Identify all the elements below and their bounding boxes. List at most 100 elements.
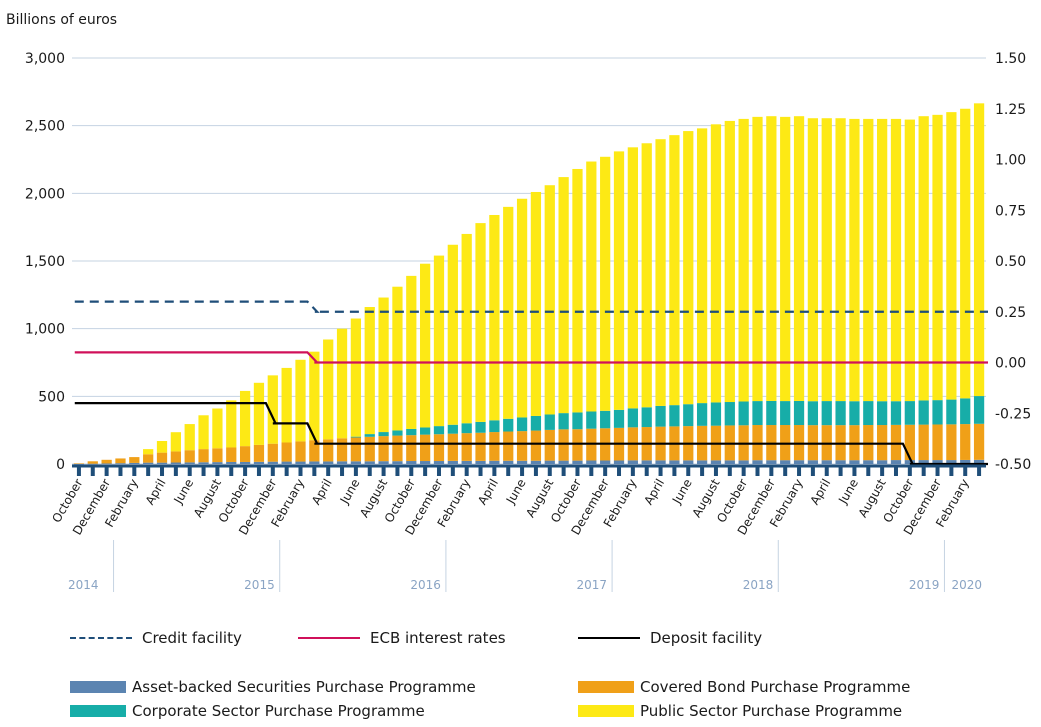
bar-3-2019-07 [863,118,874,402]
bar-0-2015-01 [115,463,126,464]
bar-3-2018-03 [641,143,652,408]
bar-0-2016-08 [378,461,389,464]
x-tick-mark [215,466,220,476]
bar-1-2019-11 [918,424,929,461]
x-tick-mark [395,466,400,476]
bar-2-2019-02 [793,400,805,426]
x-tick-mark [229,466,234,476]
bar-1-2020-01 [946,424,957,461]
x-tick-mark [118,466,123,476]
bar-1-2014-10 [73,463,85,464]
bar-1-2015-10 [239,446,251,462]
bar-1-2016-02 [295,441,306,462]
x-tick-mark [949,466,954,476]
bar-0-2018-12 [766,460,777,464]
bar-2-2017-04 [489,420,500,433]
legend-item-cspp: Corporate Sector Purchase Programme [70,702,425,720]
bar-3-2018-11 [752,116,763,402]
x-tick-mark [603,466,608,476]
bar-3-2017-12 [600,156,611,411]
bar-2-2017-08 [544,414,555,430]
bar-2-2016-12 [433,426,445,435]
bar-3-2017-07 [530,191,542,416]
bar-1-2019-12 [932,424,943,461]
bar-0-2020-02 [960,459,971,464]
y-tick-label: 500 [38,389,65,405]
bar-1-2016-04 [323,439,334,462]
legend-swatch [70,637,132,639]
x-tick-mark [90,466,95,476]
x-tick-mark [907,466,912,476]
y-ticks: 0 500 1,000 1,500 2,000 2,500 3,000 [25,51,65,473]
x-tick-mark [810,466,815,476]
bar-1-2017-04 [489,432,500,461]
bar-3-2015-07 [198,415,209,450]
legend-label: Public Sector Purchase Programme [640,702,903,720]
bar-0-2016-10 [406,461,417,464]
y-tick-label: 1,000 [25,322,65,338]
bar-3-2017-01 [447,244,458,425]
bar-2-2018-05 [669,405,680,427]
bar-3-2019-09 [890,118,902,402]
bar-3-2018-09 [724,120,735,403]
bar-1-2017-05 [503,431,514,461]
bar-2-2018-10 [738,401,749,426]
legend-item-credit-facility: Credit facility [70,629,242,647]
legend-item-pspp: Public Sector Purchase Programme [578,702,902,720]
bar-3-2015-09 [226,400,237,448]
y2-tick-label: 1.50 [995,51,1026,67]
bar-0-2018-03 [641,460,652,464]
x-tick-mark [160,466,165,476]
bar-0-2017-05 [503,460,514,464]
x-tick-mark [893,466,898,476]
bar-3-2015-08 [212,408,223,449]
bar-0-2015-04 [156,462,168,464]
y2-tick-label: 1.00 [995,153,1026,169]
bar-1-2014-11 [87,461,98,464]
bar-3-2017-09 [558,177,569,414]
x-tick-mark [104,466,109,476]
bar-1-2015-02 [129,457,140,463]
bar-3-2019-10 [904,119,915,402]
bar-3-2019-08 [877,118,888,402]
x-tick-label: June [171,477,197,508]
bar-3-2018-07 [696,128,708,404]
bar-1-2015-09 [226,447,237,462]
y2-tick-label: 1.25 [995,102,1026,118]
bar-2-2018-09 [724,402,735,426]
legend-item-abspp: Asset-backed Securities Purchase Program… [70,678,476,696]
bar-2-2018-06 [683,404,694,427]
x-tick-label: April [309,477,335,508]
x-tick-mark [838,466,843,476]
bar-3-2018-05 [669,135,680,406]
x-tick-mark [547,466,552,476]
bar-2-2019-09 [890,401,902,425]
x-tick-mark [824,466,829,476]
legend-label: Corporate Sector Purchase Programme [132,702,425,720]
bar-2-2019-03 [807,401,819,426]
bar-3-2016-08 [378,297,389,433]
bar-3-2019-12 [932,114,943,401]
x-tick-mark [852,466,857,476]
x-tick-mark [935,466,940,476]
bar-0-2019-03 [807,460,819,464]
y2-ticks: -0.50 -0.25 0.00 0.25 0.50 0.75 1.00 1.25 1.50 [995,51,1031,473]
x-tick-label: April [641,477,667,508]
x-tick-mark [797,466,802,476]
x-tick-mark [450,466,455,476]
x-tick-mark [187,466,192,476]
bar-0-2016-01 [281,461,292,464]
bar-3-2016-07 [364,307,375,435]
bar-0-2019-09 [890,460,902,464]
x-tick-mark [727,466,732,476]
bar-3-2019-11 [918,116,929,401]
y-tick-label: 2,000 [25,186,65,202]
legend-swatch [578,681,634,693]
bar-3-2018-04 [655,139,666,406]
bar-2-2019-04 [821,401,832,426]
x-tick-label: April [475,477,501,508]
year-label: 2016 [410,578,441,592]
bar-0-2018-10 [738,460,749,464]
bar-1-2015-08 [212,448,223,463]
